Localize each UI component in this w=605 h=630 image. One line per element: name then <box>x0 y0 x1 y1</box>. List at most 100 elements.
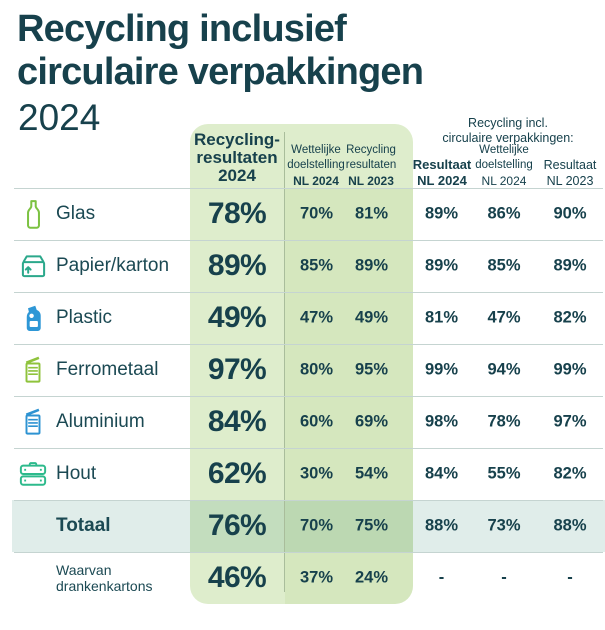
column-header-resultaat-nl2023: Resultaat NL 2023 <box>538 157 602 189</box>
row-label: Glas <box>56 203 96 224</box>
value-cell: 95% <box>354 360 389 379</box>
value-cell: 89% <box>207 249 267 282</box>
value-cell: 89% <box>424 204 459 223</box>
table-row-hout: Hout 62% 30% 54% 84% 55% 82% <box>0 448 605 500</box>
wood-pallet-icon <box>17 457 49 491</box>
header-text: Recycling incl. <box>468 116 548 130</box>
page-title-line1: Recycling inclusief <box>17 8 347 50</box>
value-cell: 97% <box>553 412 587 431</box>
value-cell: 94% <box>487 360 521 379</box>
row-separator <box>14 552 603 553</box>
value-cell: 76% <box>207 509 267 542</box>
row-label-line1: Waarvan <box>56 562 112 578</box>
header-text: Resultaat <box>412 157 472 172</box>
row-separator <box>14 500 603 501</box>
value-cell: 46% <box>207 561 267 594</box>
value-cell: 78% <box>487 412 521 431</box>
page-title-year: 2024 <box>18 97 101 138</box>
table-row-aluminium: Aluminium 84% 60% 69% 98% 78% 97% <box>0 396 605 448</box>
aluminium-can-icon <box>17 405 49 439</box>
header-text: resultaten <box>196 148 278 167</box>
tin-can-icon <box>17 353 49 387</box>
row-separator <box>14 240 603 241</box>
plastic-bottle-icon <box>17 301 49 335</box>
value-cell: 84% <box>424 464 459 483</box>
value-cell: 24% <box>354 568 389 587</box>
row-separator <box>14 292 603 293</box>
value-cell: 99% <box>553 360 587 379</box>
row-label: Hout <box>56 463 97 484</box>
column-header-wettelijke-doelstelling-nl2024: Wettelijke doelstelling NL 2024 <box>284 143 348 189</box>
cardboard-box-icon <box>17 249 49 283</box>
column-group-header-recycling-incl-circulaire: Recycling incl. circulaire verpakkingen: <box>413 116 603 146</box>
table-row-glas: Glas 78% 70% 81% 89% 86% 90% <box>0 188 605 240</box>
value-cell: 90% <box>553 204 587 223</box>
row-separator <box>14 396 603 397</box>
value-cell: 37% <box>299 568 334 587</box>
value-cell: 85% <box>299 256 334 275</box>
row-label: Plastic <box>56 307 112 328</box>
value-cell: 98% <box>424 412 459 431</box>
header-text: Resultaat <box>543 158 597 172</box>
value-cell: 78% <box>207 197 267 230</box>
row-label: Papier/karton <box>56 255 170 276</box>
highlight-panel <box>190 124 413 604</box>
value-cell: - <box>438 568 445 587</box>
value-cell: 84% <box>207 405 267 438</box>
value-cell: - <box>567 568 573 587</box>
value-cell: 82% <box>553 464 587 483</box>
row-label: Aluminium <box>56 411 145 432</box>
header-text: Recycling <box>346 144 396 156</box>
value-cell: 70% <box>299 204 334 223</box>
value-cell: 75% <box>354 516 389 535</box>
value-cell: 99% <box>424 360 459 379</box>
value-cell: 49% <box>354 308 389 327</box>
value-cell: 80% <box>299 360 334 379</box>
table-row-papier-karton: Papier/karton 89% 85% 89% 89% 85% 89% <box>0 240 605 292</box>
value-cell: 70% <box>299 516 334 535</box>
table-row-ferrometaal: Ferrometaal 97% 80% 95% 99% 94% 99% <box>0 344 605 396</box>
header-text: NL 2024 <box>481 174 527 188</box>
value-cell: 88% <box>553 516 587 535</box>
value-cell: 89% <box>553 256 587 275</box>
header-text: circulaire verpakkingen: <box>442 131 574 145</box>
value-cell: 60% <box>299 412 334 431</box>
table-row-totaal: Totaal 76% 70% 75% 88% 73% 88% <box>0 500 605 552</box>
table-row-plastic: Plastic 49% 47% 49% 81% 47% 82% <box>0 292 605 344</box>
value-cell: 82% <box>553 308 587 327</box>
value-cell: 97% <box>207 353 267 386</box>
value-cell: - <box>501 568 507 587</box>
panel-divider-line <box>284 132 285 592</box>
page-title-line2: circulaire verpakkingen <box>17 51 424 93</box>
row-label: Ferrometaal <box>56 359 159 380</box>
value-cell: 81% <box>424 308 459 327</box>
header-text: doelstelling <box>287 158 345 171</box>
value-cell: 88% <box>424 516 459 535</box>
value-cell: 54% <box>354 464 389 483</box>
value-cell: 69% <box>354 412 389 431</box>
header-text: NL 2023 <box>348 174 394 188</box>
value-cell: 30% <box>299 464 334 483</box>
value-cell: 81% <box>354 204 389 223</box>
value-cell: 47% <box>487 308 521 327</box>
column-header-recycling-resultaten-nl2023: Recycling resultaten NL 2023 <box>339 143 403 189</box>
header-text: Wettelijke <box>479 144 529 156</box>
row-separator <box>14 448 603 449</box>
header-text: Wettelijke <box>291 144 341 156</box>
value-cell: 89% <box>354 256 389 275</box>
total-row-band <box>12 500 605 552</box>
value-cell: 85% <box>487 256 521 275</box>
header-text: NL 2024 <box>293 174 339 188</box>
value-cell: 62% <box>207 457 267 490</box>
header-text: NL 2024 <box>417 173 467 188</box>
row-label-line2: drankenkartons <box>56 578 153 594</box>
header-text: 2024 <box>218 166 256 185</box>
row-separator <box>14 188 603 189</box>
header-text: NL 2023 <box>546 174 594 188</box>
value-cell: 55% <box>487 464 521 483</box>
column-header-recycling-resultaten-2024: Recycling- resultaten 2024 <box>189 131 285 185</box>
column-header-resultaat-nl2024: Resultaat NL 2024 <box>409 157 475 189</box>
value-cell: 86% <box>487 204 521 223</box>
row-label: Waarvan drankenkartons <box>56 562 153 594</box>
